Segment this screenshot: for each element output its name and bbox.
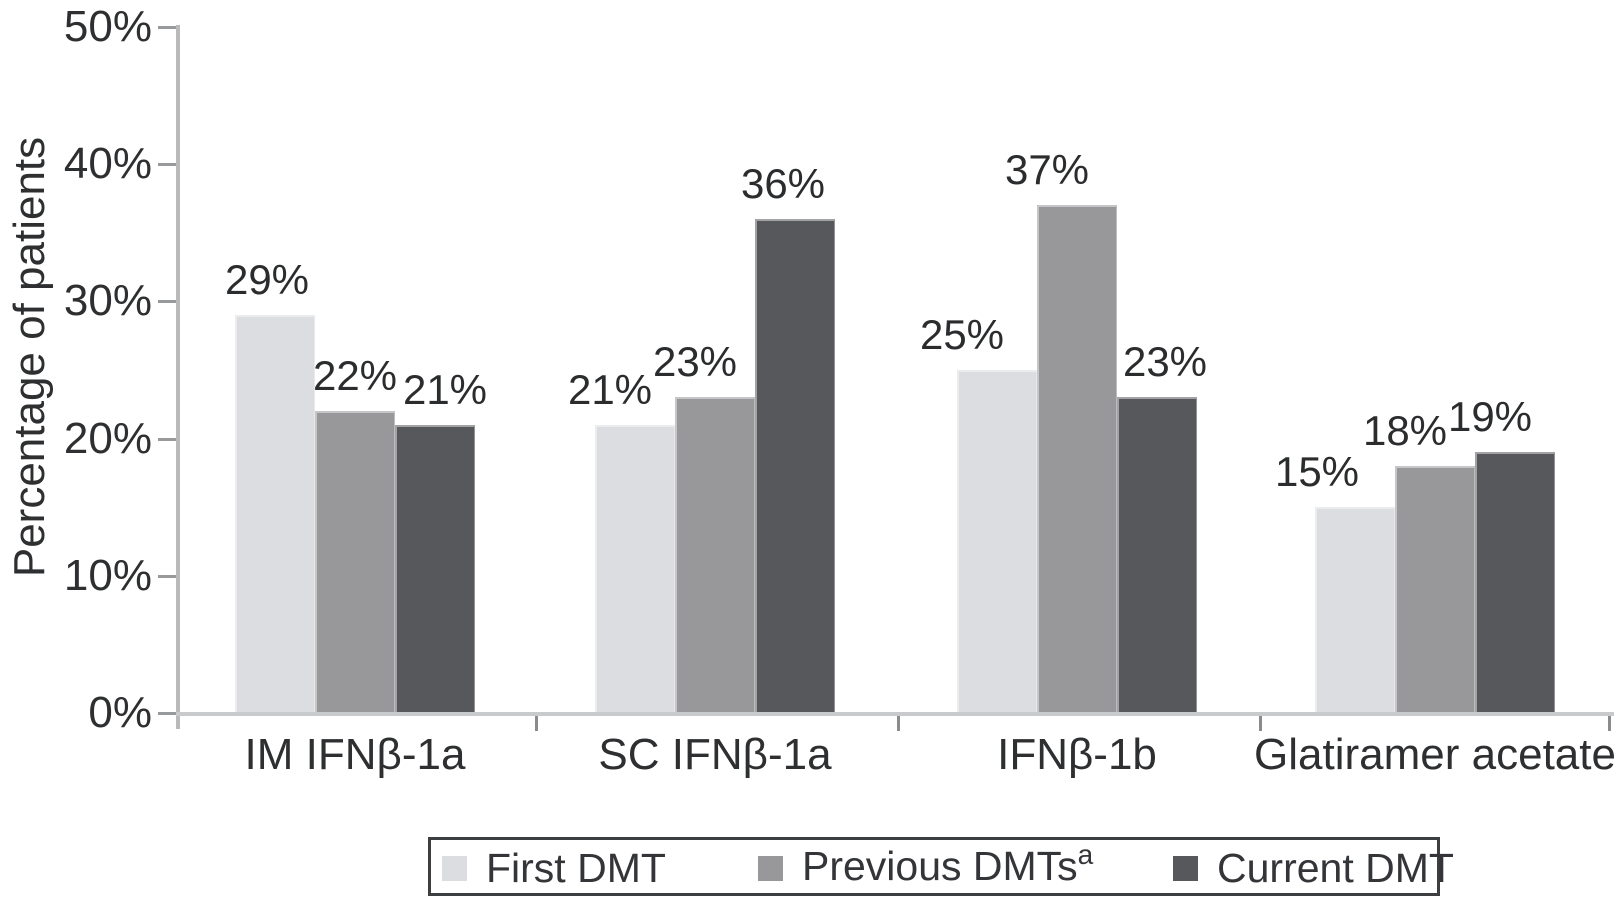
bar xyxy=(1475,452,1555,713)
legend: First DMT Previous DMTsa Current DMT xyxy=(428,837,1454,896)
bar xyxy=(595,424,675,713)
bar xyxy=(1395,466,1475,713)
y-axis-line xyxy=(176,25,180,729)
bar-value-label: 19% xyxy=(1447,393,1533,441)
legend-swatch xyxy=(1173,855,1198,881)
x-tick-mark xyxy=(535,716,538,731)
bar-value-label: 21% xyxy=(402,365,488,413)
bar-value-label: 37% xyxy=(1004,146,1090,194)
bar-value-label: 22% xyxy=(312,352,398,400)
legend-item: Previous DMTsa xyxy=(758,838,1094,893)
category-label: SC IFNβ-1a xyxy=(598,730,832,779)
y-tick-label: 0% xyxy=(88,688,152,737)
y-tick-label: 50% xyxy=(63,2,152,51)
y-tick-mark xyxy=(158,712,176,715)
bar-value-label: 23% xyxy=(652,338,738,386)
y-tick-mark xyxy=(158,300,176,304)
y-tick-mark xyxy=(158,163,176,167)
legend-label: First DMT xyxy=(486,845,666,891)
bar-value-label: 23% xyxy=(1122,338,1208,386)
category-label: IM IFNβ-1a xyxy=(244,730,466,779)
y-tick-mark xyxy=(158,437,176,441)
bar xyxy=(395,424,475,713)
bar-value-label: 21% xyxy=(567,365,653,413)
legend-label: Current DMT xyxy=(1217,845,1454,891)
bar xyxy=(957,370,1037,713)
bar xyxy=(315,411,395,713)
legend-label: Previous DMTsa xyxy=(802,838,1094,889)
y-tick-label: 30% xyxy=(63,276,152,326)
bar xyxy=(1315,507,1395,713)
category-label: Glatiramer acetate xyxy=(1254,730,1614,779)
bar xyxy=(675,397,755,713)
bar-value-label: 18% xyxy=(1362,407,1448,455)
bar-value-label: 25% xyxy=(919,311,1005,358)
bar xyxy=(1117,397,1197,713)
bar-value-label: 29% xyxy=(224,256,310,304)
bar-value-label: 15% xyxy=(1274,448,1360,496)
y-tick-label: 20% xyxy=(63,413,152,463)
legend-swatch xyxy=(442,855,467,881)
y-tick-label: 40% xyxy=(63,139,152,189)
bar-value-label: 36% xyxy=(740,160,826,208)
bar xyxy=(235,315,315,713)
y-tick-label: 10% xyxy=(63,550,152,600)
legend-item: Current DMT xyxy=(1173,843,1454,893)
x-axis-line xyxy=(176,712,1614,716)
x-tick-mark xyxy=(897,716,900,731)
legend-superscript: a xyxy=(1077,838,1094,870)
bar xyxy=(755,219,835,713)
y-tick-mark xyxy=(158,574,176,578)
legend-items: First DMT Previous DMTsa Current DMT xyxy=(431,838,1454,893)
bar xyxy=(1037,205,1117,713)
x-tick-mark xyxy=(1259,716,1262,731)
legend-swatch xyxy=(758,855,783,881)
y-tick-mark xyxy=(158,26,176,29)
x-tick-mark xyxy=(1608,716,1611,731)
category-label: IFNβ-1b xyxy=(997,730,1157,779)
legend-item: First DMT xyxy=(442,843,666,893)
